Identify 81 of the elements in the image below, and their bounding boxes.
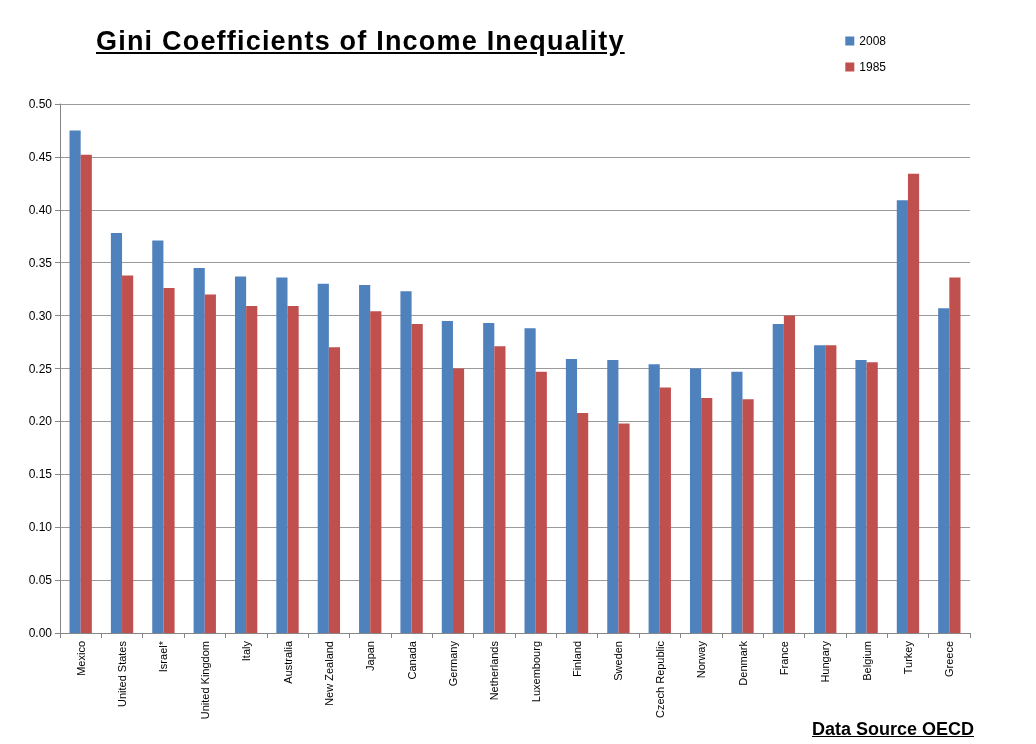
- x-tick-label: Canada: [405, 640, 418, 680]
- x-tick-label: Germany: [446, 640, 459, 687]
- bar: [411, 324, 423, 633]
- y-tick-label: 0.35: [28, 255, 53, 270]
- x-tick-label: New Zealand: [322, 641, 335, 706]
- y-tick-label: 0.30: [28, 308, 53, 323]
- bar: [328, 347, 341, 633]
- x-tick-label: Netherlands: [488, 640, 501, 701]
- x-tick-label: Luxembourg: [529, 641, 542, 703]
- x-tick-label: Israel*: [157, 640, 170, 673]
- bar: [866, 362, 878, 633]
- legend-label: 1985: [859, 60, 887, 74]
- x-tick-label: Norway: [695, 640, 708, 679]
- x-tick-label: Greece: [943, 641, 956, 678]
- y-tick-label: 0.10: [28, 520, 53, 535]
- y-tick-label: 0.45: [28, 149, 53, 164]
- bar: [276, 277, 288, 633]
- x-tick-label: Belgium: [860, 641, 873, 681]
- y-tick-label: 0.05: [28, 573, 53, 588]
- y-tick-label: 0.20: [28, 414, 53, 429]
- x-tick-label: Japan: [364, 641, 377, 671]
- x-tick-label: Czech Republic: [653, 640, 666, 719]
- x-tick-label: Sweden: [612, 641, 625, 681]
- bar: [701, 398, 713, 633]
- bar: [163, 288, 175, 633]
- bar: [814, 345, 826, 633]
- bar: [483, 323, 495, 633]
- bar: [494, 346, 506, 633]
- x-tick-label: Mexico: [74, 641, 87, 676]
- bar: [577, 412, 589, 633]
- bar: [317, 283, 329, 633]
- bar: [607, 360, 619, 633]
- bar: [122, 275, 134, 633]
- bar: [938, 308, 950, 633]
- bar: [742, 399, 754, 633]
- bar: [855, 360, 867, 633]
- bar: [370, 311, 382, 633]
- bar: [783, 315, 796, 633]
- bar: [618, 423, 630, 633]
- bar: [152, 240, 164, 633]
- y-tick-label: 0.40: [28, 202, 53, 217]
- x-tick-label: Denmark: [736, 640, 749, 686]
- bar: [110, 233, 123, 633]
- bar: [80, 154, 92, 633]
- bar: [565, 358, 578, 633]
- source-note: Data Source OECD: [811, 719, 974, 740]
- x-tick-label: Finland: [571, 641, 584, 678]
- bar: [772, 324, 784, 633]
- x-tick-label: Australia: [281, 640, 294, 684]
- x-tick-label: Turkey: [901, 640, 914, 675]
- y-tick-label: 0.25: [28, 361, 53, 376]
- bar: [69, 130, 81, 633]
- y-tick-label: 0.50: [28, 97, 53, 111]
- bar: [452, 368, 465, 633]
- bar: [907, 173, 920, 633]
- bar: [400, 291, 412, 633]
- y-tick-label: 0.00: [28, 626, 53, 640]
- x-tick-label: United States: [116, 640, 129, 708]
- x-tick-label: United Kingdom: [198, 641, 211, 720]
- bar: [659, 387, 671, 633]
- bar: [524, 328, 536, 633]
- bar: [359, 284, 371, 633]
- x-tick-label: Italy: [240, 640, 253, 662]
- bar: [204, 294, 216, 633]
- bar: [246, 306, 258, 633]
- bar: [825, 345, 837, 633]
- bar: [731, 371, 743, 633]
- x-tick-label: France: [777, 641, 790, 676]
- bar: [896, 200, 908, 633]
- chart-title: Gini Coefficients of Income Inequality: [96, 26, 625, 57]
- y-tick-label: 0.15: [28, 467, 53, 482]
- legend-label: 2008: [859, 34, 887, 48]
- x-tick-label: Hungary: [819, 640, 832, 683]
- bar: [949, 277, 961, 633]
- bar: [648, 364, 660, 633]
- bar: [234, 276, 247, 633]
- bar: [441, 320, 453, 633]
- bar: [689, 368, 702, 633]
- bar: [535, 371, 547, 633]
- bar: [287, 306, 299, 633]
- bar: [193, 267, 205, 633]
